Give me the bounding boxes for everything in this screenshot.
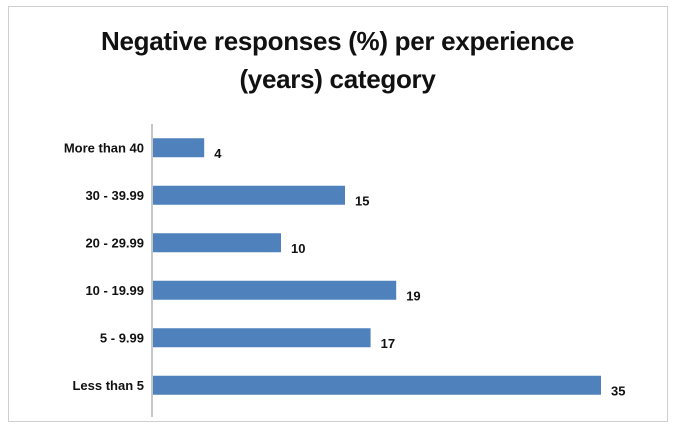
- bar: [153, 138, 205, 158]
- chart-frame: [8, 6, 668, 422]
- bar: [153, 375, 601, 395]
- chart-title-line-1: Negative responses (%) per experience: [101, 26, 574, 56]
- chart-title-line-2: (years) category: [239, 64, 436, 94]
- y-tick-label: 10 - 19.99: [85, 283, 144, 298]
- data-label: 17: [381, 336, 395, 351]
- bar: [153, 328, 371, 348]
- data-label: 35: [611, 383, 625, 398]
- y-tick-label: 5 - 9.99: [100, 330, 144, 345]
- bar: [153, 185, 345, 205]
- bar: [153, 233, 281, 253]
- y-tick-label: More than 40: [64, 140, 144, 155]
- y-tick-label: Less than 5: [72, 378, 144, 393]
- bar: [153, 280, 397, 300]
- data-label: 4: [214, 146, 222, 161]
- data-label: 15: [355, 193, 369, 208]
- data-label: 10: [291, 241, 305, 256]
- y-tick-label: 30 - 39.99: [85, 188, 144, 203]
- chart-title: Negative responses (%) per experience (y…: [0, 22, 675, 98]
- y-tick-label: 20 - 29.99: [85, 235, 144, 250]
- data-label: 19: [406, 288, 420, 303]
